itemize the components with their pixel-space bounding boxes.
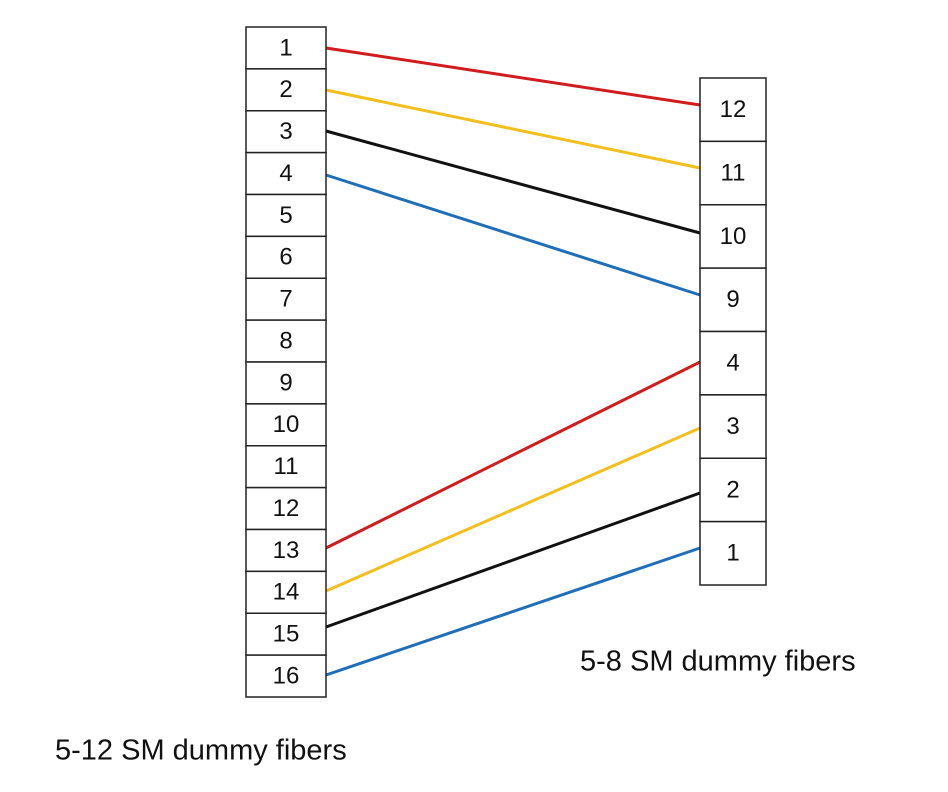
port-label: 1 [726,540,739,567]
fiber-link [325,129,701,235]
port-box [245,277,327,321]
port-label: 9 [726,286,739,313]
port-label: 3 [726,413,739,440]
port-box [245,110,327,154]
port-label: 5 [279,202,292,229]
port-box [245,235,327,279]
port-label: 2 [726,476,739,503]
port-label: 10 [720,223,747,250]
port-box [699,77,767,143]
port-box [245,445,327,489]
port-box [699,330,767,396]
port-box [245,193,327,238]
port-label: 7 [279,286,292,313]
port-label: 4 [726,350,739,377]
port-box [245,151,327,196]
left-caption: 5-12 SM dummy fibers [55,735,347,767]
port-label: 14 [273,579,300,606]
fiber-link [325,546,701,677]
port-label: 4 [279,160,292,187]
fiber-link [325,173,701,297]
port-label: 1 [279,34,292,61]
port-label: 11 [721,159,746,186]
port-label: 15 [273,621,300,648]
port-label: 16 [273,662,300,689]
fiber-link [325,491,701,629]
port-box [699,520,767,586]
port-box [245,486,327,531]
fiber-link [325,88,701,170]
port-label: 10 [273,411,300,438]
port-box [245,26,327,70]
port-label: 12 [273,495,300,522]
port-box [699,457,767,523]
port-box [699,140,767,206]
port-label: 13 [273,537,300,564]
fiber-link [325,360,701,550]
fiber-link [325,426,701,593]
port-box [245,68,327,112]
fiber-link [325,46,701,107]
port-box [699,267,767,333]
port-box [245,654,327,698]
port-label: 2 [279,76,292,103]
port-box [699,394,767,459]
port-box [245,570,327,614]
right-caption: 5-8 SM dummy fibers [580,646,856,678]
port-label: 3 [279,118,292,145]
port-label: 6 [279,244,292,271]
port-label: 12 [720,96,747,123]
port-box [245,528,327,573]
fiber-links [325,46,701,677]
port-box [245,612,327,656]
port-label: 8 [279,327,292,354]
port-label: 11 [274,453,299,480]
port-label: 9 [279,369,292,396]
